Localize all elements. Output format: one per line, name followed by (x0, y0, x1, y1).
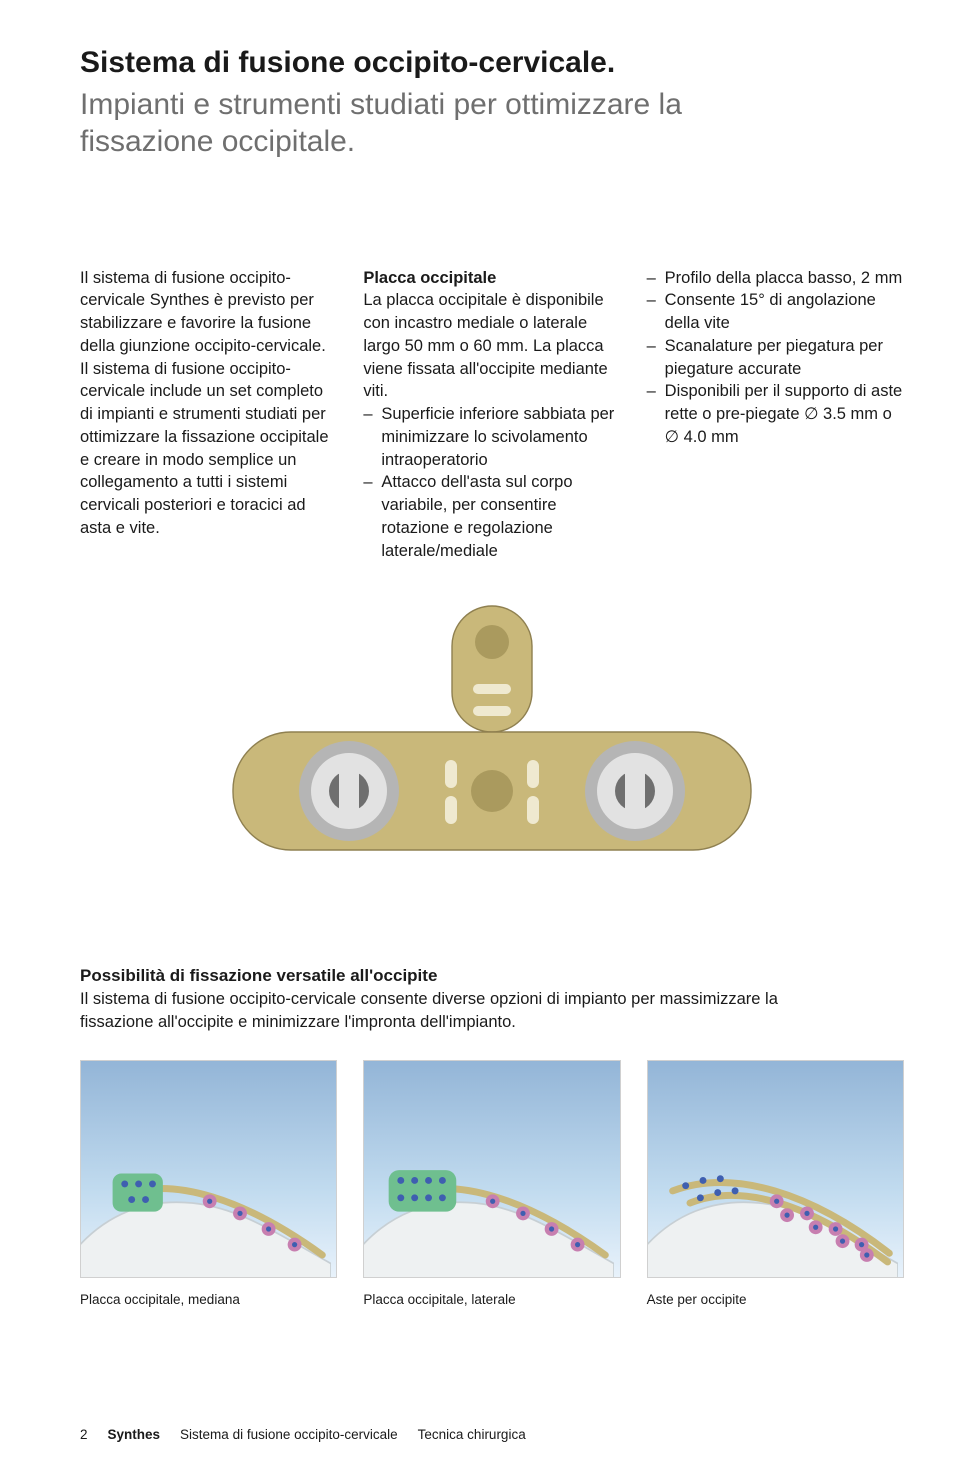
occipital-plate-svg (227, 600, 757, 890)
thumb-caption: Placca occipitale, mediana (80, 1292, 337, 1307)
col2-heading: Placca occipitale (363, 269, 496, 287)
thumb-caption: Placca occipitale, laterale (363, 1292, 620, 1307)
list-item: Disponibili per il supporto di aste rett… (647, 380, 904, 448)
section2-body: Il sistema di fusione occipito-cervicale… (80, 988, 820, 1034)
list-item: Attacco dell'asta sul corpo variabile, p… (363, 471, 620, 562)
thumb-laterale: Placca occipitale, laterale (363, 1060, 620, 1307)
intro-columns: Il sistema di fusione occipito-cervicale… (80, 267, 904, 563)
page-footer: 2 Synthes Sistema di fusione occipito-ce… (80, 1427, 904, 1442)
occipital-plate-figure (80, 600, 904, 890)
thumbnail-row: Placca occipitale, mediana (80, 1060, 904, 1307)
thumb-image (647, 1060, 904, 1278)
thumb-image (80, 1060, 337, 1278)
col-2: Placca occipitale La placca occipitale è… (363, 267, 620, 563)
footer-section: Tecnica chirurgica (418, 1427, 526, 1442)
thumb-aste: Aste per occipite (647, 1060, 904, 1307)
thumb-image (363, 1060, 620, 1278)
footer-doc: Sistema di fusione occipito-cervicale (180, 1427, 398, 1442)
list-item: Profilo della placca basso, 2 mm (647, 267, 904, 290)
list-item: Superficie inferiore sabbiata per minimi… (363, 403, 620, 471)
page-subtitle: Impianti e strumenti studiati per ottimi… (80, 86, 700, 161)
footer-page-number: 2 (80, 1427, 88, 1442)
section2-title: Possibilità di fissazione versatile all'… (80, 966, 904, 986)
thumb-caption: Aste per occipite (647, 1292, 904, 1307)
col2-paragraph: La placca occipitale è disponibile con i… (363, 291, 607, 400)
list-item: Scanalature per piegatura per piegature … (647, 335, 904, 381)
list-item: Consente 15° di angolazione della vite (647, 289, 904, 335)
thumb-mediana: Placca occipitale, mediana (80, 1060, 337, 1307)
col-3: Profilo della placca basso, 2 mm Consent… (647, 267, 904, 563)
col1-paragraph: Il sistema di fusione occipito-cervicale… (80, 267, 337, 540)
section-2: Possibilità di fissazione versatile all'… (80, 966, 904, 1307)
col3-list: Profilo della placca basso, 2 mm Consent… (647, 267, 904, 449)
col2-list: Superficie inferiore sabbiata per minimi… (363, 403, 620, 562)
page-title: Sistema di fusione occipito-cervicale. (80, 44, 904, 82)
footer-brand: Synthes (108, 1427, 161, 1442)
col-1: Il sistema di fusione occipito-cervicale… (80, 267, 337, 563)
